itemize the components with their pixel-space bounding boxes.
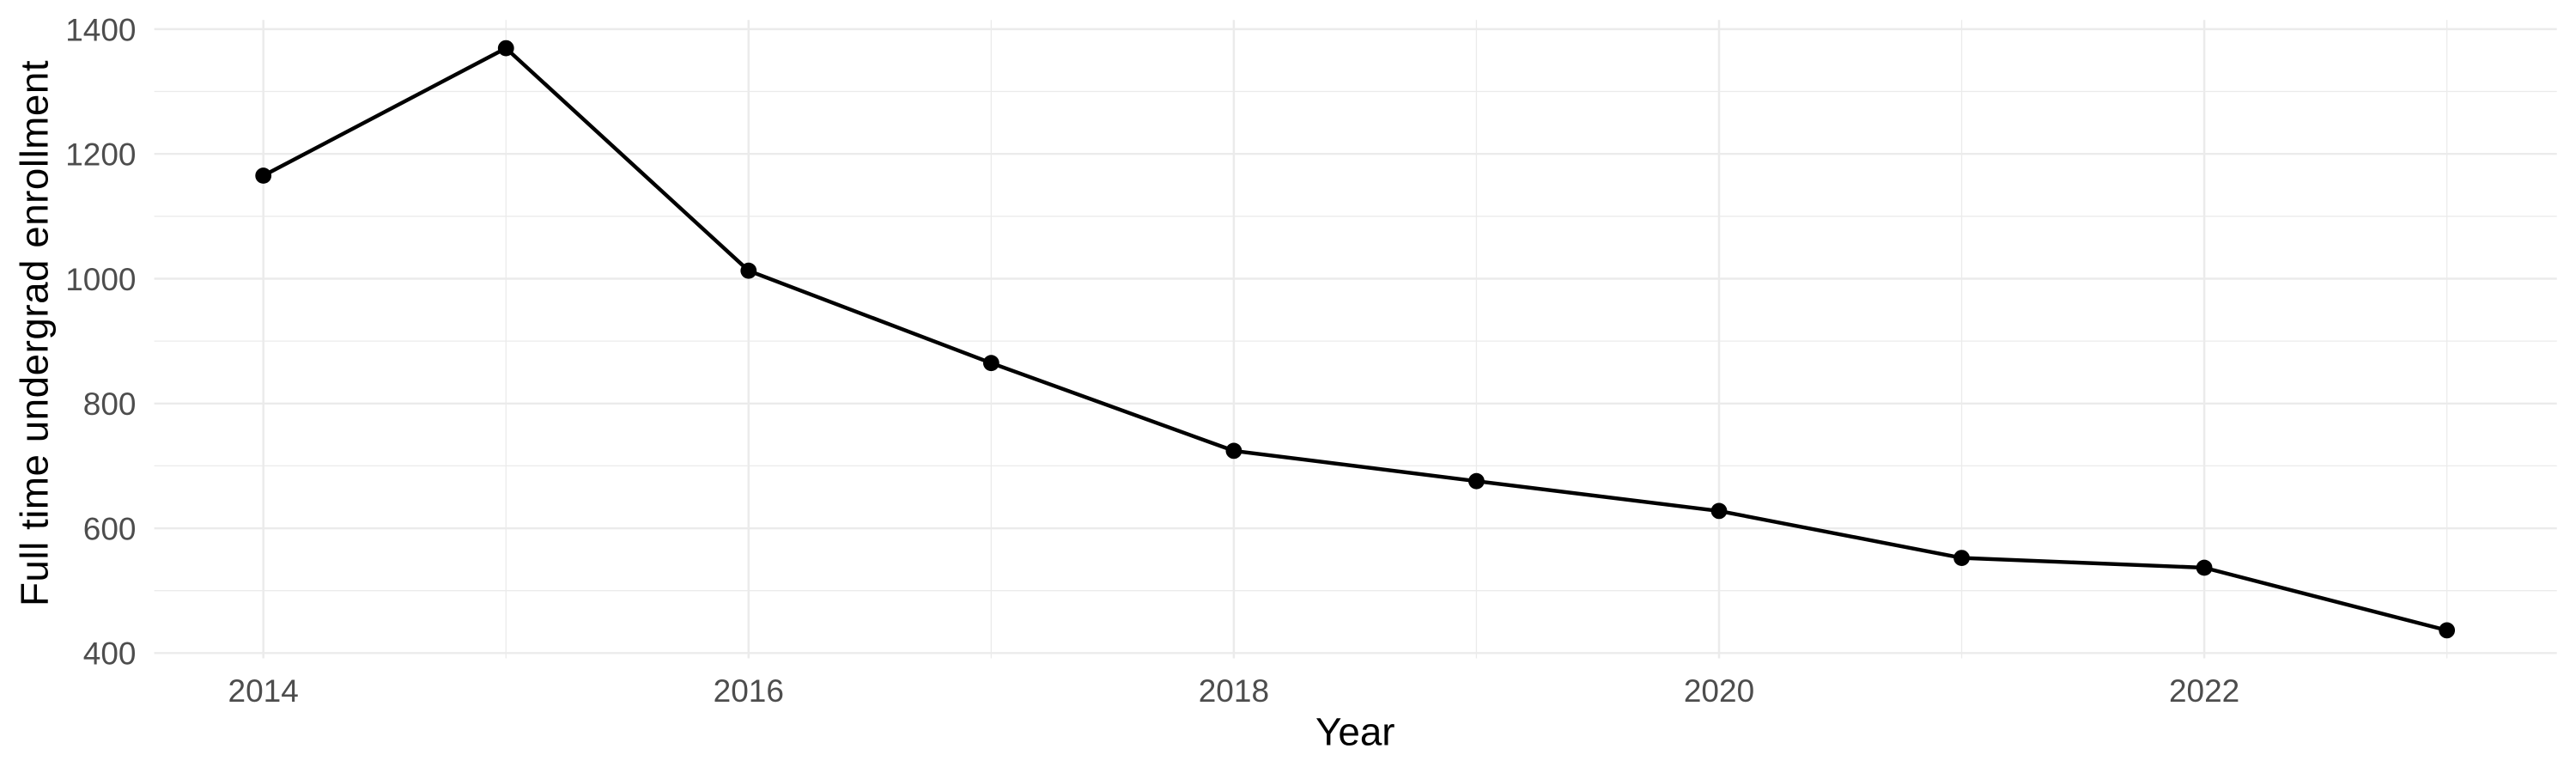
svg-text:600: 600	[83, 512, 137, 547]
svg-text:2014: 2014	[228, 673, 299, 709]
svg-text:1000: 1000	[65, 262, 136, 297]
svg-text:2022: 2022	[2169, 673, 2239, 709]
svg-text:Full time undergrad enrollment: Full time undergrad enrollment	[12, 60, 56, 606]
svg-text:Year: Year	[1315, 710, 1395, 754]
svg-text:2018: 2018	[1199, 673, 1269, 709]
svg-text:1200: 1200	[65, 137, 136, 173]
svg-text:1400: 1400	[65, 12, 136, 47]
svg-text:400: 400	[83, 636, 137, 672]
svg-text:800: 800	[83, 386, 137, 422]
svg-text:2016: 2016	[714, 673, 784, 709]
svg-text:2020: 2020	[1684, 673, 1754, 709]
